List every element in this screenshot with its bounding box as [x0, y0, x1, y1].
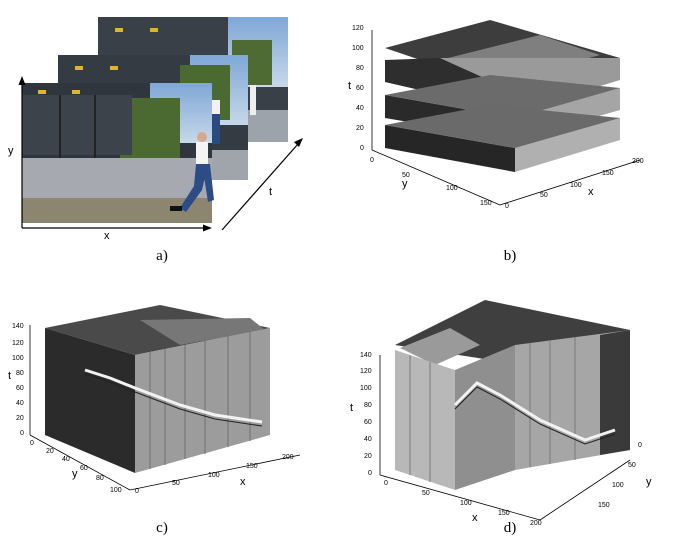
x-tick-label: 100 [460, 500, 472, 507]
axis-label-y: y [72, 468, 78, 480]
panel-caption: d) [503, 520, 517, 536]
x-tick-label: 150 [246, 463, 258, 470]
x-tick-label: 50 [172, 480, 180, 487]
y-tick-label: 50 [628, 462, 636, 469]
axis-label-x: x [240, 476, 246, 488]
t-tick-label: 40 [356, 105, 364, 112]
y-tick-label: 0 [30, 440, 34, 447]
x-tick-label: 200 [282, 454, 294, 461]
panel-b: t y x 0 20 40 60 80 100 120 0 50 100 150… [340, 0, 679, 270]
axis-label-y: y [646, 476, 652, 488]
volume-left-face [395, 350, 455, 490]
y-tick-label: 40 [62, 456, 70, 463]
plot-axes [379, 355, 631, 521]
t-tick-label: 0 [360, 145, 364, 152]
t-tick-label: 100 [360, 385, 372, 392]
x-tick-label: 0 [135, 488, 139, 495]
t-tick-label: 80 [16, 370, 24, 377]
x-tick-label: 50 [422, 490, 430, 497]
panel-a: x y t a) [0, 0, 330, 270]
t-tick-label: 80 [356, 65, 364, 72]
t-tick-label: 60 [16, 385, 24, 392]
trajectory-trace [453, 381, 616, 442]
x-tick-label: 50 [540, 192, 548, 199]
volume-right-face [135, 328, 270, 473]
frame-axes [18, 76, 303, 232]
t-tick-label: 40 [16, 400, 24, 407]
panel-c-figure [29, 305, 301, 491]
panel-d: t x y 0 20 40 60 80 100 120 140 0 50 100… [340, 290, 679, 545]
panel-b-figure [371, 20, 641, 206]
y-tick-label: 100 [446, 185, 458, 192]
axis-label-y: y [8, 145, 14, 157]
y-tick-label: 60 [80, 465, 88, 472]
axis-label-t: t [269, 186, 273, 198]
panel-d-figure [379, 300, 631, 521]
t-tick-label: 100 [12, 355, 24, 362]
axis-label-t: t [8, 370, 12, 382]
panel-caption: a) [156, 248, 168, 264]
plot-axes [29, 325, 301, 491]
t-tick-label: 0 [368, 470, 372, 477]
plot-axes [371, 30, 641, 206]
x-tick-label: 100 [208, 472, 220, 479]
t-tick-label: 120 [360, 368, 372, 375]
x-tick-label: 200 [530, 520, 542, 527]
panel-caption: c) [156, 520, 168, 536]
t-tick-label: 40 [364, 436, 372, 443]
x-tick-label: 0 [505, 203, 509, 210]
y-tick-label: 150 [480, 200, 492, 207]
t-tick-label: 80 [364, 402, 372, 409]
axis-label-x: x [472, 512, 478, 524]
t-tick-label: 20 [364, 453, 372, 460]
x-tick-label: 150 [602, 170, 614, 177]
x-tick-label: 200 [632, 158, 644, 165]
y-tick-label: 80 [96, 475, 104, 482]
y-tick-label: 50 [402, 172, 410, 179]
y-tick-label: 100 [110, 487, 122, 494]
x-tick-label: 0 [384, 480, 388, 487]
axis-label-x: x [104, 230, 110, 242]
t-tick-label: 140 [360, 352, 372, 359]
t-tick-label: 60 [356, 85, 364, 92]
volume-left-face [45, 328, 135, 473]
panel-caption: b) [503, 248, 517, 264]
video-frame-1 [22, 83, 214, 223]
y-tick-label: 150 [598, 502, 610, 509]
t-tick-label: 20 [16, 415, 24, 422]
t-tick-label: 100 [352, 45, 364, 52]
axis-label-t: t [350, 402, 354, 414]
x-tick-label: 150 [498, 510, 510, 517]
axis-label-y: y [402, 178, 408, 190]
slab-1 [385, 105, 620, 172]
t-tick-label: 60 [364, 419, 372, 426]
t-tick-label: 140 [12, 323, 24, 330]
trajectory-trace [84, 368, 263, 424]
axis-label-t: t [348, 80, 352, 92]
panel-a-figure [18, 17, 303, 232]
x-tick-label: 100 [570, 182, 582, 189]
y-tick-label: 0 [370, 157, 374, 164]
t-tick-label: 0 [20, 430, 24, 437]
t-tick-label: 20 [356, 125, 364, 132]
t-tick-label: 120 [12, 340, 24, 347]
panel-c: t y x 0 20 40 60 80 100 120 140 0 20 40 … [0, 290, 330, 545]
t-tick-label: 120 [352, 25, 364, 32]
y-tick-label: 0 [638, 442, 642, 449]
y-tick-label: 20 [46, 448, 54, 455]
axis-label-x: x [588, 186, 594, 198]
y-tick-label: 100 [612, 482, 624, 489]
